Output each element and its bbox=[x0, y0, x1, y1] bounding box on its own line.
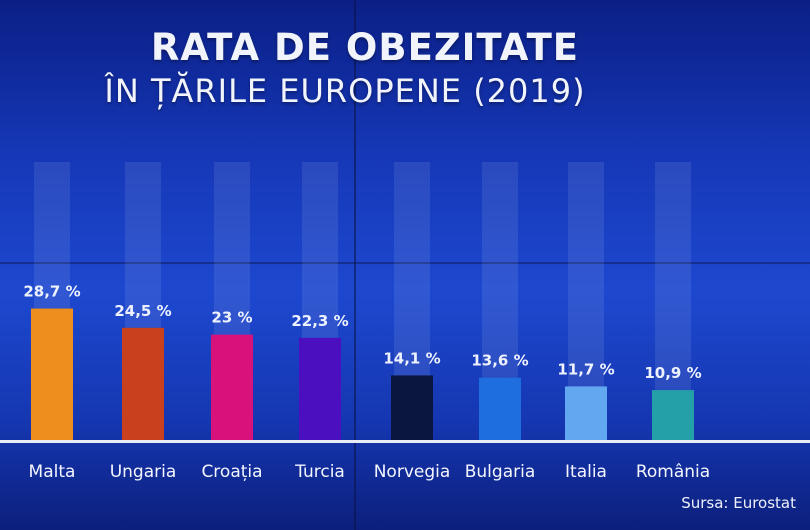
bar bbox=[31, 308, 73, 440]
category-label: Bulgaria bbox=[465, 462, 536, 482]
category-label: Malta bbox=[29, 462, 76, 482]
source-note: Sursa: Eurostat bbox=[681, 494, 796, 512]
category-label: Norvegia bbox=[374, 462, 451, 482]
category-label: Croația bbox=[201, 462, 262, 482]
bar-value-label: 23 % bbox=[211, 309, 252, 327]
bar bbox=[211, 334, 253, 440]
bar bbox=[391, 375, 433, 440]
chart-subtitle: ÎN ȚĂRILE EUROPENE (2019) bbox=[104, 72, 586, 110]
screen-seam-horizontal bbox=[0, 262, 810, 264]
bar-value-label: 14,1 % bbox=[383, 349, 440, 367]
bar-value-label: 24,5 % bbox=[114, 302, 171, 320]
bar bbox=[565, 386, 607, 440]
bar bbox=[299, 337, 341, 440]
bar-value-label: 10,9 % bbox=[644, 364, 701, 382]
bar bbox=[122, 327, 164, 440]
category-label: Italia bbox=[565, 462, 607, 482]
bar-value-label: 13,6 % bbox=[471, 352, 528, 370]
bar-value-label: 11,7 % bbox=[557, 360, 614, 378]
bar-value-label: 28,7 % bbox=[23, 283, 80, 301]
category-label: Turcia bbox=[294, 462, 345, 482]
category-label: România bbox=[636, 462, 710, 482]
bar bbox=[652, 390, 694, 440]
bar bbox=[479, 377, 521, 440]
bar-value-label: 22,3 % bbox=[291, 312, 348, 330]
category-label: Ungaria bbox=[110, 462, 177, 482]
chart-title: RATA DE OBEZITATE bbox=[150, 26, 580, 69]
baseline bbox=[0, 440, 810, 443]
screen-seam-vertical bbox=[354, 0, 356, 530]
